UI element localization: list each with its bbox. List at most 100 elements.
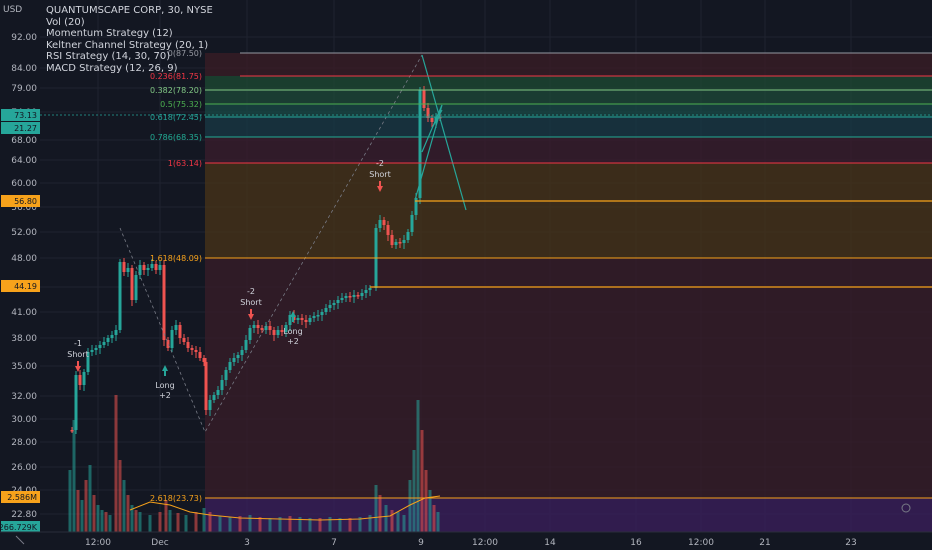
candle-body xyxy=(86,352,90,372)
fib-level-label: 0.786(68.35) xyxy=(150,133,202,142)
volume-bar xyxy=(168,510,172,532)
candle-body xyxy=(368,288,372,290)
candle-body xyxy=(170,330,174,348)
candle-body xyxy=(106,338,110,342)
volume-bar xyxy=(412,450,416,532)
price-tag-label: 266.729K xyxy=(0,523,38,532)
price-tick-label: 35.00 xyxy=(11,362,37,372)
price-tick-label: 41.00 xyxy=(11,308,37,318)
candle-body xyxy=(182,338,186,342)
fib-trend-line[interactable] xyxy=(119,54,423,433)
candle-body xyxy=(324,308,328,312)
indicator-macd-strategy[interactable]: MACD Strategy (12, 26, 9) xyxy=(46,62,178,74)
candle-body xyxy=(276,330,280,335)
volume-bar xyxy=(218,516,222,532)
time-axis[interactable]: 12:00 Dec 3 7 9 12:00 14 16 12:00 21 23 xyxy=(0,503,932,550)
indicator-keltner-strategy[interactable]: Keltner Channel Strategy (20, 1) xyxy=(46,39,209,51)
price-tick-label: 64.00 xyxy=(11,156,37,166)
volume-bar xyxy=(238,516,242,532)
volume-bar xyxy=(402,515,406,532)
candle-body xyxy=(248,328,252,340)
candle-body xyxy=(426,108,430,118)
scale-icon[interactable] xyxy=(15,535,25,545)
fib-zone xyxy=(205,76,932,90)
volume-bar xyxy=(318,518,322,532)
candle-body xyxy=(166,340,170,348)
candle-body xyxy=(414,198,418,215)
candle-body xyxy=(364,290,368,293)
currency-label: USD xyxy=(3,5,22,15)
candle-body xyxy=(240,350,244,355)
candle-body xyxy=(256,325,260,328)
pattern-line-small[interactable] xyxy=(431,109,443,129)
candle-body xyxy=(102,342,106,345)
signal-label: Long xyxy=(283,327,302,336)
candle-body xyxy=(194,350,198,352)
signal-count: +2 xyxy=(287,337,299,346)
candle-body xyxy=(344,296,348,298)
candle-body xyxy=(348,296,352,298)
candle-body xyxy=(386,225,390,235)
long-arrow-icon xyxy=(290,311,296,322)
indicator-rsi-strategy[interactable]: RSI Strategy (14, 30, 70) xyxy=(46,51,171,63)
time-tick-label: 16 xyxy=(630,538,642,548)
indicator-momentum-strategy[interactable]: Momentum Strategy (12) xyxy=(46,28,173,40)
chart-legend: QUANTUMSCAPE CORP, 30, NYSE Vol (20) Mom… xyxy=(46,5,213,75)
candle-body xyxy=(312,316,316,318)
candle-body xyxy=(142,265,146,270)
price-axis[interactable]: USD92.0084.0079.0074.0068.0064.0060.0056… xyxy=(0,0,40,533)
signal-label: Long xyxy=(155,381,174,390)
settings-icon[interactable] xyxy=(901,503,911,513)
volume-bar xyxy=(436,512,440,532)
candle-body xyxy=(204,362,208,410)
time-tick-label: 3 xyxy=(244,538,250,548)
fib-level-label: 2.618(23.73) xyxy=(150,494,202,503)
fibonacci-labels: 0(87.50) 0.236(81.75) 0.382(78.20) 0.5(75.3… xyxy=(40,49,932,503)
candle-body xyxy=(220,380,224,390)
volume-bar xyxy=(416,400,420,532)
volume-bar xyxy=(298,517,302,532)
volume-bar xyxy=(84,480,88,532)
candle-body xyxy=(410,215,414,232)
candle-body xyxy=(260,328,264,330)
price-tick-label: 84.00 xyxy=(11,64,37,74)
fib-zone xyxy=(205,53,932,76)
pattern-line[interactable] xyxy=(414,104,443,201)
time-tick-label: 7 xyxy=(331,538,337,548)
candle-body xyxy=(316,315,320,317)
volume-bar xyxy=(96,505,100,532)
time-tick-label: 9 xyxy=(418,538,424,548)
candle-body xyxy=(402,240,406,243)
symbol-title[interactable]: QUANTUMSCAPE CORP, 30, NYSE xyxy=(46,5,213,16)
volume-bar xyxy=(208,512,212,532)
signal-label: Short xyxy=(240,298,261,307)
candle-body xyxy=(198,352,202,358)
price-tick-label: 38.00 xyxy=(11,334,37,344)
signal-label: Short xyxy=(369,170,390,179)
candle-body xyxy=(138,265,142,275)
candle-body xyxy=(280,330,284,332)
candle-body xyxy=(352,295,356,297)
volume-bar xyxy=(368,515,372,532)
candle-body xyxy=(422,90,426,108)
candle-body xyxy=(146,268,150,270)
volume-bar xyxy=(358,517,362,532)
candle-body xyxy=(186,342,190,348)
candle-body xyxy=(150,264,154,268)
candle-body xyxy=(244,340,248,350)
projection-line[interactable] xyxy=(421,54,467,211)
volume-bar xyxy=(92,495,96,532)
volume-bar xyxy=(428,490,432,532)
price-tag-label: 44.19 xyxy=(14,282,37,291)
indicator-volume[interactable]: Vol (20) xyxy=(46,16,85,28)
price-tag xyxy=(1,521,40,533)
candle-body xyxy=(208,400,212,410)
candle-body xyxy=(336,300,340,303)
volume-bar xyxy=(248,515,252,532)
fib-level-label: 0.382(78.20) xyxy=(150,86,202,95)
price-tick-label: 52.00 xyxy=(11,228,37,238)
candle-body xyxy=(418,90,422,198)
price-tag-label: 2.586M xyxy=(7,493,37,502)
